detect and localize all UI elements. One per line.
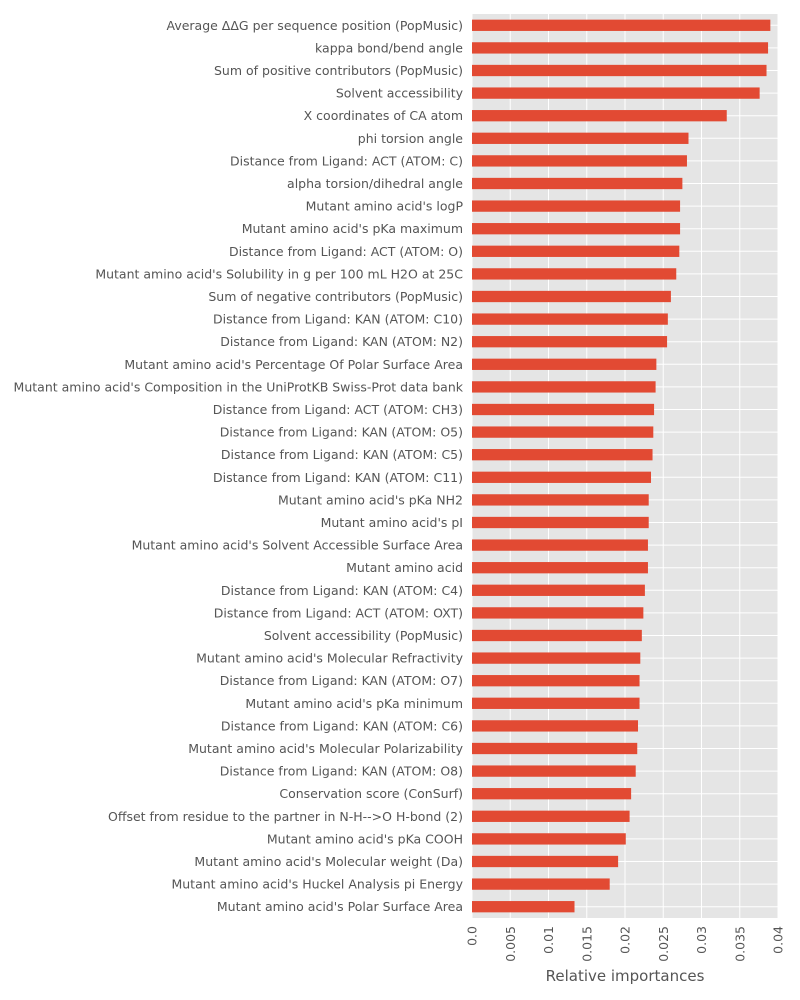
category-label: Mutant amino acid's Polar Surface Area [217, 899, 463, 914]
x-tick-label: 0.03 [694, 926, 709, 954]
category-label: Distance from Ligand: KAN (ATOM: C10) [213, 312, 463, 327]
category-label: Mutant amino acid's Composition in the U… [14, 379, 464, 394]
bar [472, 200, 681, 212]
bar [472, 336, 668, 348]
category-label: Offset from residue to the partner in N-… [108, 809, 463, 824]
category-label: kappa bond/bend angle [315, 40, 463, 55]
bar [472, 742, 638, 755]
category-label: Distance from Ligand: ACT (ATOM: C) [230, 153, 463, 168]
category-label: Mutant amino acid's Solvent Accessible S… [132, 538, 463, 553]
category-label: Sum of negative contributors (PopMusic) [208, 289, 463, 304]
category-label: Conservation score (ConSurf) [279, 786, 463, 801]
category-label: Distance from Ligand: KAN (ATOM: N2) [220, 334, 463, 349]
category-label: Solvent accessibility [336, 86, 464, 101]
bar [472, 629, 642, 642]
bar [472, 42, 769, 54]
category-label: Mutant amino acid's Molecular Refractivi… [196, 651, 463, 666]
x-tick-label: 0.015 [579, 926, 594, 962]
category-label: Solvent accessibility (PopMusic) [264, 628, 463, 643]
category-label: Mutant amino acid's Huckel Analysis pi E… [171, 877, 463, 892]
bar [472, 516, 649, 529]
category-labels: Average ΔΔG per sequence position (PopMu… [14, 18, 464, 914]
category-label: Distance from Ligand: ACT (ATOM: OXT) [214, 605, 463, 620]
category-label: Mutant amino acid's pKa COOH [267, 831, 463, 846]
category-label: Distance from Ligand: KAN (ATOM: C5) [221, 447, 463, 462]
bar [472, 562, 648, 574]
bar [472, 449, 653, 461]
category-label: Mutant amino acid's pKa minimum [245, 696, 463, 711]
category-label: phi torsion angle [358, 131, 464, 146]
bar [472, 132, 689, 144]
category-label: Mutant amino acid's logP [306, 199, 464, 214]
x-tick-label: 0.025 [656, 926, 671, 962]
x-tick-label: 0.035 [732, 926, 747, 962]
bar [472, 878, 610, 890]
category-label: Distance from Ligand: ACT (ATOM: CH3) [213, 402, 463, 417]
category-label: Distance from Ligand: KAN (ATOM: O7) [220, 673, 463, 688]
bar [472, 652, 641, 664]
category-label: Mutant amino acid's pI [321, 515, 463, 530]
category-label: Mutant amino acid's Molecular weight (Da… [194, 854, 463, 869]
x-tick-label: 0.02 [618, 926, 633, 954]
bar [472, 403, 655, 416]
bar [472, 64, 767, 77]
category-label: alpha torsion/dihedral angle [287, 176, 463, 191]
bar [472, 110, 727, 122]
category-label: Sum of positive contributors (PopMusic) [214, 63, 463, 78]
category-label: Mutant amino acid's pKa maximum [242, 221, 463, 236]
x-tick-label: 0.01 [541, 926, 556, 954]
bar [472, 426, 654, 438]
bar [472, 471, 652, 483]
category-label: Distance from Ligand: KAN (ATOM: O8) [220, 764, 463, 779]
x-axis-label: Relative importances [546, 967, 705, 985]
bar [472, 494, 649, 506]
bar [472, 155, 687, 167]
x-tick-labels: 0.0 0.005 0.01 0.015 0.02 0.025 0.03 0.035 0.04 [465, 926, 786, 962]
bar [472, 358, 657, 370]
bar [472, 788, 632, 800]
bar [472, 290, 671, 303]
category-label: Mutant amino acid's pKa NH2 [278, 492, 463, 507]
bar [472, 268, 677, 280]
bar [472, 810, 630, 822]
category-label: Distance from Ligand: KAN (ATOM: O5) [220, 425, 463, 440]
bar [472, 765, 636, 777]
category-label: Mutant amino acid's Molecular Polarizabi… [188, 741, 463, 756]
category-label: Average ΔΔG per sequence position (PopMu… [167, 18, 464, 33]
category-label: Distance from Ligand: KAN (ATOM: C11) [213, 470, 463, 485]
x-tick-label: 0.005 [503, 926, 518, 962]
bar [472, 87, 760, 99]
category-label: Distance from Ligand: KAN (ATOM: C6) [221, 718, 463, 733]
bar [472, 313, 668, 325]
bar [472, 697, 640, 709]
category-label: Mutant amino acid's Percentage Of Polar … [124, 357, 463, 372]
category-label: Mutant amino acid's Solubility in g per … [95, 266, 463, 281]
category-label: Mutant amino acid [346, 560, 463, 575]
bar [472, 245, 680, 257]
bar [472, 855, 619, 868]
bar [472, 177, 683, 190]
x-tick-label: 0.04 [771, 926, 786, 954]
bar [472, 675, 640, 687]
bar [472, 607, 644, 619]
bar [472, 901, 575, 913]
category-label: X coordinates of CA atom [304, 108, 463, 123]
bar [472, 19, 771, 31]
bar [472, 223, 681, 235]
bar [472, 720, 639, 732]
bar [472, 539, 648, 551]
bars [472, 19, 771, 913]
category-label: Distance from Ligand: ACT (ATOM: O) [229, 244, 463, 259]
bar [472, 833, 626, 845]
bar [472, 584, 645, 596]
category-label: Distance from Ligand: KAN (ATOM: C4) [221, 583, 463, 598]
bar [472, 381, 656, 393]
x-tick-label: 0.0 [465, 926, 480, 946]
